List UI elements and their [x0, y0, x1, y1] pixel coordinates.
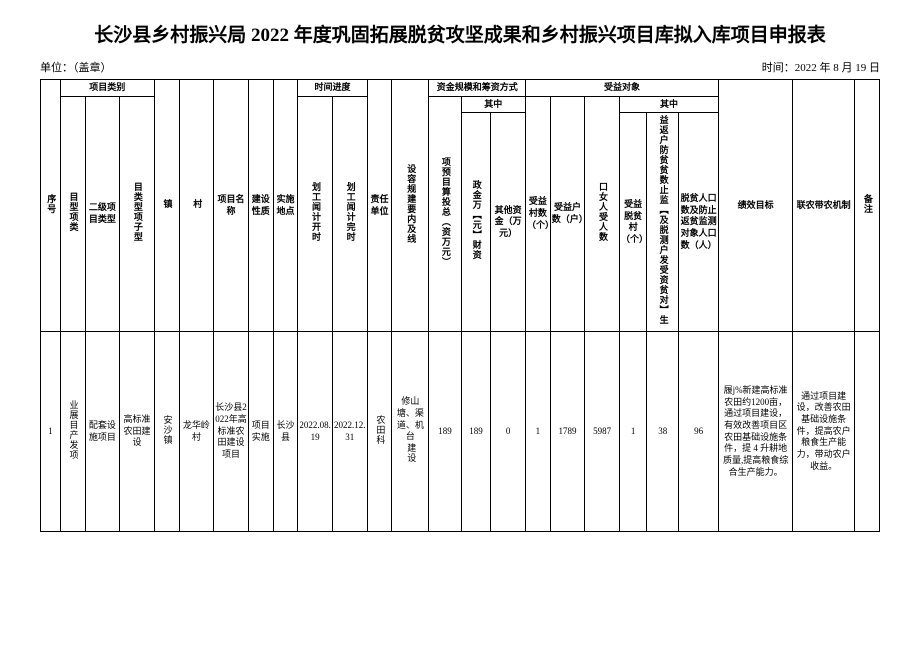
cell-cat3: 高标准农田建设 — [120, 332, 155, 532]
th-resp-unit: 责任单位 — [367, 80, 392, 332]
cell-perf: 履j%新建高标准农田约1200亩，通过项目建设，有效改善项目区农田基础设施条件，… — [718, 332, 792, 532]
cell-pname: 长沙县2022年高标准农田建设项目 — [214, 332, 249, 532]
th-vcount: 受益村数（个） — [525, 96, 550, 331]
th-link: 联农带农机制 — [793, 80, 855, 332]
cell-phcount: 38 — [647, 332, 679, 532]
cell-village: 龙华岭村 — [179, 332, 214, 532]
cell-start: 2022.08.19 — [298, 332, 333, 532]
th-cat3: 目类型项子型 — [120, 96, 155, 331]
cell-seq: 1 — [41, 332, 61, 532]
th-cat1: 目型项类 — [60, 96, 85, 331]
cell-fiscal: 189 — [461, 332, 491, 532]
th-other-fund: 其他资金（万元） — [491, 113, 526, 332]
th-proj-name: 项目名称 — [214, 80, 249, 332]
cell-bplace: 长沙县 — [273, 332, 298, 532]
th-town: 镇 — [154, 80, 179, 332]
cell-cat1: 业展目产发项 — [60, 332, 85, 532]
cell-pvcount: 1 — [619, 332, 646, 532]
th-plan-start: 划工闻计开时 — [298, 96, 333, 331]
meta-row: 单位：（盖章） 时间：2022 年 8 月 19 日 — [40, 59, 880, 75]
application-table: 序号 项目类别 镇 村 项目名称 建设性质 实施地点 时间进度 责任单位 设容规… — [40, 79, 880, 532]
th-sub-in1: 其中 — [461, 96, 525, 113]
cell-ppcount: 96 — [679, 332, 719, 532]
th-seq: 序号 — [41, 80, 61, 332]
th-build-place: 实施地点 — [273, 80, 298, 332]
th-schedule: 时间进度 — [298, 80, 367, 97]
th-funding: 资金规模和筹资方式 — [429, 80, 526, 97]
cell-resp: 农田科 — [367, 332, 392, 532]
th-build-nature: 建设性质 — [248, 80, 273, 332]
th-perf: 绩效目标 — [718, 80, 792, 332]
th-pcount: 口女人受人数 — [585, 96, 620, 331]
cell-remark — [855, 332, 880, 532]
cell-vcount: 1 — [525, 332, 550, 532]
th-ppcount: 脱贫人口数及防止返贫监测对象人口数（人） — [679, 113, 719, 332]
th-proj-category: 项目类别 — [60, 80, 154, 97]
date-label: 时间：2022 年 8 月 19 日 — [762, 59, 880, 75]
th-hcount: 受益户数（户） — [550, 96, 585, 331]
th-spec: 设容规建要内及线 — [392, 80, 429, 332]
th-village: 村 — [179, 80, 214, 332]
cell-spec: 修山塘、渠道、机台建设 — [392, 332, 429, 532]
table-row: 1 业展目产发项 配套设施项目 高标准农田建设 安沙镇 龙华岭村 长沙县2022… — [41, 332, 880, 532]
cell-hcount: 1789 — [550, 332, 585, 532]
th-beneficiary: 受益对象 — [525, 80, 718, 97]
th-pvcount: 受益脱贫村（个） — [619, 113, 646, 332]
unit-label: 单位：（盖章） — [40, 59, 112, 75]
cell-link: 通过项目建设，改善农田基础设施条件，提高农户粮食生产能力，带动农户收益。 — [793, 332, 855, 532]
cell-cat2: 配套设施项目 — [85, 332, 120, 532]
cell-other: 0 — [491, 332, 526, 532]
th-sub-in2: 其中 — [619, 96, 718, 113]
th-cat2: 二级项目类型 — [85, 96, 120, 331]
th-fiscal: 政金万【元】财资 — [461, 113, 491, 332]
th-budget: 项预目算投总（资万元） — [429, 96, 461, 331]
cell-bnature: 项目实施 — [248, 332, 273, 532]
cell-pcount: 5987 — [585, 332, 620, 532]
cell-town: 安沙镇 — [154, 332, 179, 532]
th-remark: 备注 — [855, 80, 880, 332]
cell-budget: 189 — [429, 332, 461, 532]
cell-end: 2022.12.31 — [332, 332, 367, 532]
page-title: 长沙县乡村振兴局 2022 年度巩固拓展脱贫攻坚成果和乡村振兴项目库拟入库项目申… — [40, 20, 880, 47]
th-phcount: 益返户防贫贫数止监【及脱测户发受资贫对】生 — [647, 113, 679, 332]
th-plan-end: 划工闻计完时 — [332, 96, 367, 331]
